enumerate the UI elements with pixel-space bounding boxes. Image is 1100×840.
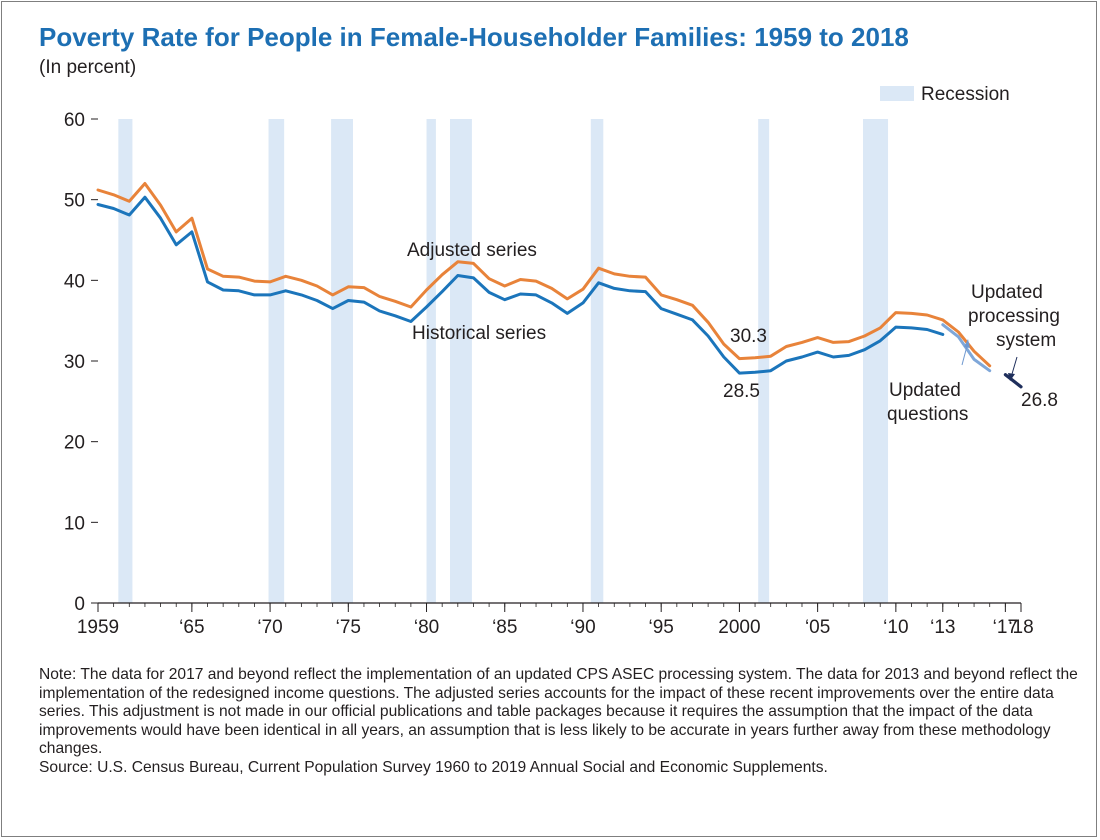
value-label-2000-adjusted: 30.3 [730,326,767,347]
y-tick-label: 60 [64,110,85,131]
y-tick-label: 50 [64,191,85,212]
recession-band [758,119,770,603]
x-tick-label: ‘70 [257,617,282,638]
x-tick-label: ‘10 [883,617,908,638]
y-tick-label: 40 [64,271,85,292]
legend-recession-swatch [880,86,914,101]
processing-pointer-line [1011,356,1018,375]
recession-band [426,119,436,603]
updated-questions-label-line2: questions [887,404,968,425]
x-tick-label: ‘75 [336,617,361,638]
x-tick-label: 1959 [77,617,119,638]
x-tick-label: ‘13 [930,617,955,638]
processing-label-line3: system [996,330,1056,351]
x-tick-label: ‘65 [179,617,204,638]
x-tick-label: ‘18 [1008,617,1033,638]
x-tick-label: ‘95 [649,617,674,638]
recession-band [449,119,472,603]
note-text: Note: The data for 2017 and beyond refle… [39,666,1078,758]
y-tick-label: 0 [74,594,85,615]
questions-pointer-arrowhead [964,339,970,348]
chart-title: Poverty Rate for People in Female-Househ… [39,22,909,52]
adjusted-series-label: Adjusted series [407,240,537,261]
recession-band [331,119,353,603]
x-tick-label: ‘17 [993,617,1018,638]
line-chart: Recession 0 10 20 30 40 50 60 1959 ‘65 ‘70 ‘75 ‘80… [64,84,1060,638]
legend-recession-label: Recession [921,84,1010,105]
chart-subtitle: (In percent) [39,57,137,78]
value-label-2018: 26.8 [1021,390,1058,411]
recession-band [862,119,889,603]
recession-band [590,119,604,603]
value-label-2000-historical: 28.5 [723,381,760,402]
processing-label-line2: processing [968,306,1060,327]
notes-block: Note: The data for 2017 and beyond refle… [39,666,1079,778]
y-tick-label: 20 [64,433,85,454]
questions-pointer-line [961,345,968,366]
historical-series-label: Historical series [412,323,546,344]
y-tick-label: 10 [64,513,85,534]
annotations: Adjusted series Historical series 30.3 2… [407,240,1060,425]
x-tick-label: ‘85 [492,617,517,638]
y-axis: 0 10 20 30 40 50 60 [64,110,98,615]
x-axis: 1959 ‘65 ‘70 ‘75 ‘80 ‘85 ‘90 ‘95 2000 ‘05 ‘10 ‘13 ‘1… [77,602,1034,638]
processing-pointer-arrowhead [1008,373,1015,381]
recession-bands [118,119,889,603]
x-tick-label: 2000 [718,617,760,638]
adjusted-series-line [96,182,992,368]
processing-label-line1: Updated [971,282,1043,303]
x-tick-label: ‘80 [414,617,439,638]
x-tick-label: ‘05 [805,617,830,638]
legend: Recession [880,84,1010,105]
x-tick-label: ‘90 [570,617,595,638]
updated-questions-label-line1: Updated [889,380,961,401]
source-text: Source: U.S. Census Bureau, Current Popu… [39,758,828,776]
updated-processing-system-line [1003,373,1023,389]
recession-band [268,119,285,603]
recession-band [118,119,133,603]
y-tick-label: 30 [64,352,85,373]
historical-series-line [96,195,945,375]
